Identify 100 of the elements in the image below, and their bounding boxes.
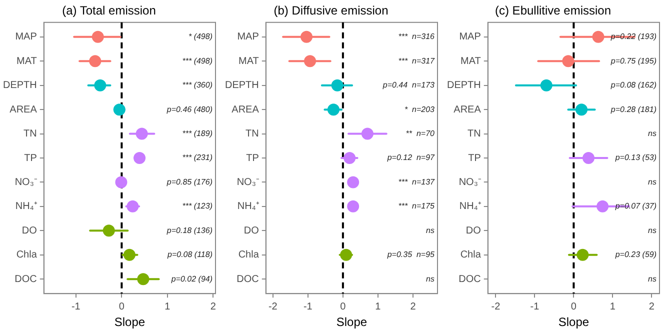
x-tick-label: 2 [410,301,416,312]
y-tick-label: Chla [460,250,482,261]
y-tick-label: NH₄⁺ [237,201,260,212]
y-tick-label: NH₄⁺ [459,201,482,212]
annotation: p=0.07 (37) [614,202,657,211]
point [92,30,104,43]
point [344,152,356,164]
x-tick-label: -2 [491,301,501,312]
annotation: ns [648,177,656,186]
annotation: *** (123) [182,202,213,211]
point [562,55,574,68]
y-tick-label: TN [246,128,259,140]
point [347,176,360,188]
point [137,273,150,286]
annotation: p=0.85 (176) [166,177,213,186]
annotation: *** (360) [182,80,213,90]
y-tick-label: AREA [10,104,38,116]
annotation: ns [426,274,434,284]
point [540,79,552,92]
point [89,55,102,68]
annotation: p=0.44 n=173 [382,80,436,90]
y-tick-label: MAP [237,32,260,43]
y-tick-label: DO [22,225,38,236]
annotation: p=0.46 (480) [166,104,213,114]
y-tick-label: TP [24,152,38,164]
y-tick-label: MAT [16,56,37,67]
y-tick-label: NO₃⁻ [458,176,482,188]
x-tick-label: -1 [530,301,540,312]
point [327,104,340,116]
y-tick-label: AREA [454,104,482,116]
x-axis-title: Slope [558,315,590,330]
y-tick-label: DO [466,225,482,236]
point [582,152,595,164]
y-tick-label: DOC [458,274,481,285]
x-tick-label: -1 [303,301,313,312]
y-tick-label: TP [468,152,482,164]
annotation: p=0.02 (94) [170,274,213,284]
point [361,128,374,140]
annotation: *** n=175 [398,202,436,211]
point [340,248,352,261]
y-tick-label: NO₃⁻ [14,176,38,188]
x-tick-label: 2 [210,301,216,312]
annotation: ** n=70 [406,129,436,138]
point [94,79,106,92]
y-tick-label: DO [244,225,260,236]
x-tick-label: 0 [118,301,125,312]
point [300,30,313,43]
annotation: *** (189) [182,129,213,138]
chart-title: (b) Diffusive emission [274,4,388,18]
x-tick-label: 1 [164,301,171,312]
point [331,79,344,92]
annotation: p=0.13 (53) [614,153,657,162]
point [115,176,128,188]
point [576,248,589,261]
x-tick-label: 2 [648,301,655,312]
y-tick-label: DOC [14,274,37,285]
y-tick-label: TP [246,152,260,164]
y-tick-label: TN [24,128,37,140]
point [113,104,126,116]
annotation: p=0.08 (118) [166,250,213,260]
x-tick-label: 0 [340,301,346,312]
annotation: p=0.75 (195) [610,56,657,66]
annotation: *** n=316 [398,32,436,42]
annotation: ns [648,274,656,284]
annotation: p=0.28 (181) [610,104,657,114]
y-tick-label: Chla [16,250,38,261]
x-axis-title: Slope [336,315,368,330]
y-tick-label: DEPTH [446,80,481,92]
point [304,55,316,68]
x-tick-label: -2 [268,301,278,312]
point [134,152,146,164]
x-tick-label: 1 [375,301,382,312]
chart-title: (c) Ebullitive emission [494,4,612,18]
point [575,104,588,116]
point [596,200,609,212]
y-tick-label: DEPTH [2,80,37,92]
chart-title: (a) Total emission [62,4,156,18]
annotation: p=0.22 (193) [610,32,657,42]
y-tick-label: DOC [236,274,259,285]
annotation: p=0.23 (59) [614,250,657,260]
y-tick-label: MAT [238,56,259,67]
annotation: *** (498) [182,56,213,66]
point [136,128,148,140]
annotation: ns [426,226,434,235]
y-tick-label: MAP [15,32,38,43]
y-tick-label: MAT [460,56,481,67]
point [102,224,115,237]
annotation: * n=203 [404,104,436,114]
annotation: p=0.35 n=95 [386,250,436,260]
y-tick-label: AREA [232,104,260,116]
x-axis-title: Slope [114,315,146,330]
annotation: *** n=137 [398,177,436,186]
y-tick-label: TN [468,128,481,140]
annotation: p=0.18 (136) [166,226,213,235]
annotation: *** n=317 [398,56,436,66]
y-tick-label: NO₃⁻ [236,176,260,188]
annotation: * (498) [188,32,213,42]
y-tick-label: NH₄⁺ [15,201,38,212]
annotation: p=0.12 n=97 [386,153,436,162]
point [592,30,604,43]
